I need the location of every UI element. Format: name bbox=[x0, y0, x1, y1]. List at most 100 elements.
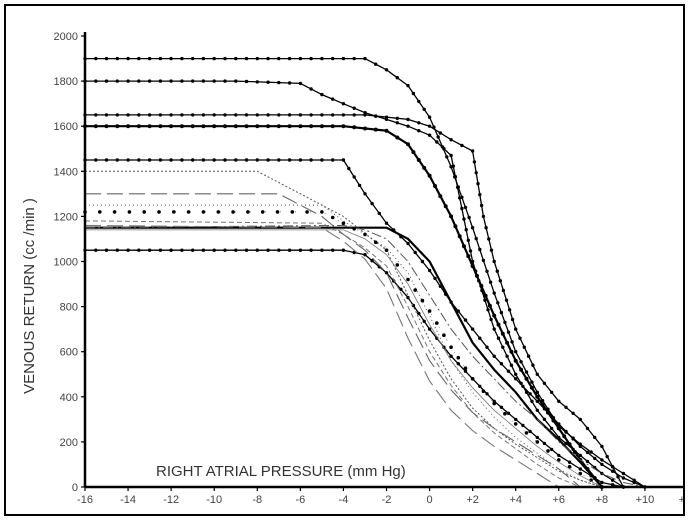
data-point bbox=[158, 124, 163, 129]
data-point bbox=[489, 248, 494, 252]
series-9 bbox=[85, 170, 603, 488]
data-point bbox=[277, 158, 281, 162]
data-point bbox=[513, 358, 518, 363]
data-point bbox=[212, 56, 216, 61]
data-point bbox=[463, 369, 468, 373]
data-point bbox=[524, 431, 529, 435]
x-tick-label: +8 bbox=[596, 494, 609, 506]
data-point bbox=[309, 248, 313, 252]
data-point bbox=[457, 234, 462, 239]
data-point bbox=[542, 417, 547, 421]
data-point bbox=[427, 309, 432, 313]
data-point bbox=[244, 158, 249, 162]
data-point bbox=[172, 210, 176, 214]
data-point bbox=[395, 135, 400, 140]
data-point bbox=[266, 248, 270, 252]
data-point bbox=[427, 115, 432, 119]
data-point bbox=[384, 248, 389, 252]
data-point bbox=[191, 79, 195, 83]
data-point bbox=[137, 113, 141, 117]
data-point bbox=[406, 241, 410, 246]
data-point bbox=[468, 249, 473, 253]
data-point bbox=[147, 158, 152, 162]
data-point bbox=[443, 204, 448, 209]
data-point bbox=[474, 236, 478, 241]
data-point bbox=[320, 248, 324, 252]
data-point bbox=[94, 56, 98, 61]
data-point bbox=[585, 450, 590, 455]
series-line bbox=[85, 249, 624, 488]
data-point bbox=[384, 128, 389, 133]
data-point bbox=[600, 444, 604, 449]
data-point bbox=[158, 158, 163, 162]
data-point bbox=[578, 453, 582, 458]
x-tick-label: -2 bbox=[382, 494, 392, 506]
data-point bbox=[244, 113, 249, 117]
data-point bbox=[244, 79, 249, 84]
data-point bbox=[104, 113, 109, 117]
data-point bbox=[137, 56, 141, 61]
data-point bbox=[485, 269, 489, 273]
data-point bbox=[244, 56, 249, 61]
data-point bbox=[216, 210, 221, 214]
x-tick-label: -16 bbox=[77, 494, 93, 506]
data-point bbox=[127, 210, 132, 214]
data-point bbox=[363, 113, 367, 117]
data-point bbox=[287, 113, 292, 117]
data-point bbox=[384, 271, 389, 275]
data-point bbox=[529, 385, 534, 390]
data-point bbox=[479, 203, 484, 208]
data-point bbox=[191, 56, 195, 61]
data-point bbox=[212, 113, 216, 117]
data-point bbox=[542, 407, 547, 411]
data-point bbox=[115, 158, 120, 162]
data-point bbox=[290, 210, 295, 214]
series-line bbox=[84, 224, 560, 488]
data-point bbox=[331, 158, 335, 162]
data-point bbox=[201, 113, 206, 117]
data-point bbox=[519, 360, 523, 364]
data-point bbox=[255, 248, 259, 252]
data-point bbox=[212, 158, 216, 162]
data-point bbox=[115, 124, 120, 129]
x-tick-label: -14 bbox=[120, 494, 136, 506]
data-point bbox=[417, 121, 421, 125]
chart-ticks: 0 200 400 600 800 1000 1200 1400 1600 1800 2000 -16… bbox=[54, 31, 683, 506]
data-point bbox=[373, 127, 378, 132]
data-point bbox=[169, 248, 173, 252]
data-point bbox=[632, 480, 636, 485]
data-point bbox=[309, 87, 313, 91]
data-point bbox=[186, 210, 191, 214]
data-point bbox=[158, 79, 163, 83]
data-point bbox=[277, 113, 281, 117]
data-point bbox=[470, 226, 475, 230]
data-point bbox=[416, 158, 421, 162]
data-point bbox=[535, 440, 540, 444]
data-point bbox=[363, 232, 367, 237]
data-point bbox=[158, 248, 163, 252]
data-point bbox=[352, 113, 356, 117]
y-tick-label: 800 bbox=[60, 302, 78, 314]
data-point bbox=[411, 150, 416, 155]
data-point bbox=[266, 56, 270, 61]
data-point bbox=[341, 56, 346, 61]
data-point bbox=[201, 210, 206, 214]
data-point bbox=[557, 399, 561, 403]
data-point bbox=[578, 471, 583, 476]
data-point bbox=[610, 483, 615, 487]
data-point bbox=[169, 56, 173, 61]
data-point bbox=[223, 113, 227, 117]
data-point bbox=[600, 480, 604, 485]
y-tick-label: 1600 bbox=[54, 121, 78, 133]
data-point bbox=[180, 113, 184, 117]
data-point bbox=[223, 79, 227, 83]
data-point bbox=[496, 322, 501, 327]
data-point bbox=[357, 183, 362, 188]
data-point bbox=[593, 435, 597, 440]
data-point bbox=[234, 79, 238, 83]
data-point bbox=[445, 155, 449, 159]
data-point bbox=[509, 363, 514, 367]
data-point bbox=[406, 124, 410, 128]
data-point bbox=[266, 158, 270, 162]
data-point bbox=[504, 298, 509, 302]
